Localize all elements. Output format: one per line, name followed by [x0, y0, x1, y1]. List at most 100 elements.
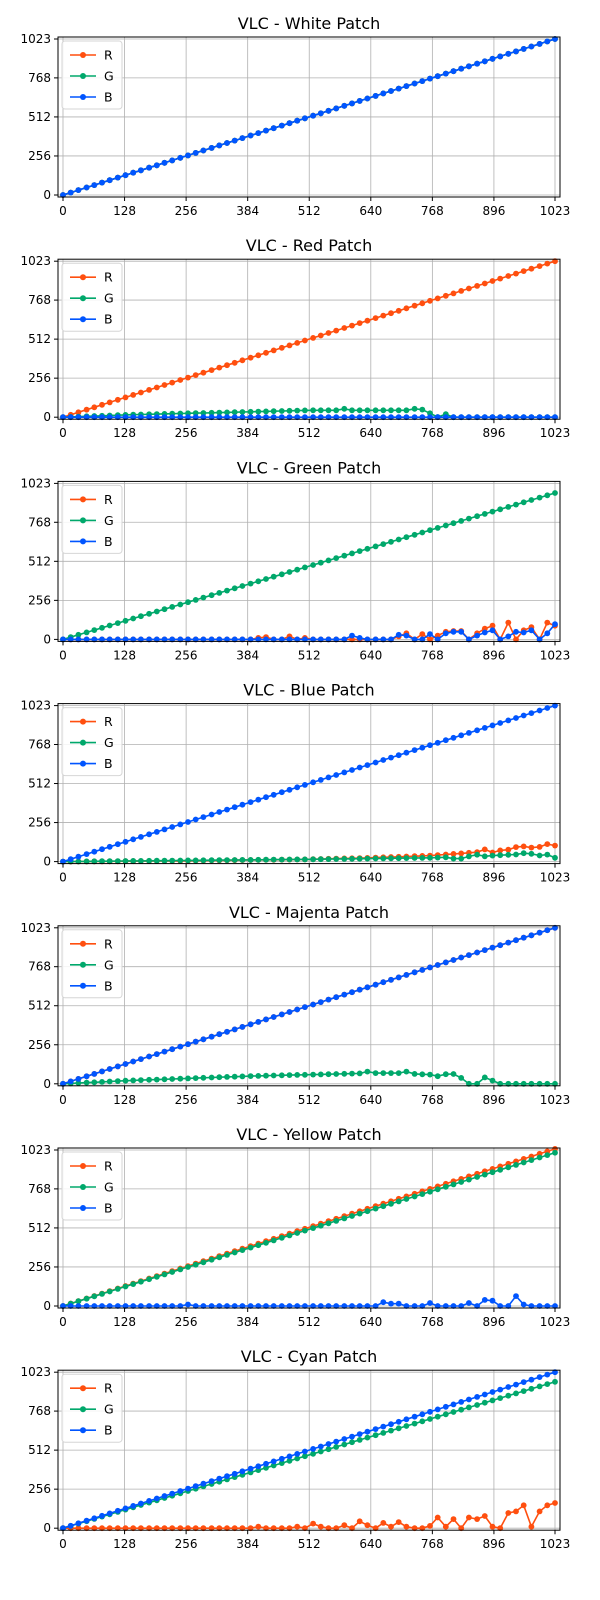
data-point: [536, 1080, 543, 1087]
data-point: [427, 964, 433, 971]
data-point: [450, 1181, 457, 1188]
data-point: [450, 734, 457, 741]
data-point: [489, 852, 496, 859]
x-tick-label: 768: [421, 1315, 444, 1329]
data-point: [130, 636, 137, 643]
data-point: [489, 1523, 496, 1530]
x-tick-label: 640: [359, 426, 382, 440]
data-point: [263, 1016, 269, 1023]
legend-box: [61, 262, 123, 332]
data-point: [380, 1430, 387, 1436]
data-point: [380, 312, 387, 319]
data-point: [192, 1075, 199, 1081]
data-point: [356, 407, 363, 414]
data-point: [372, 1432, 379, 1439]
legend-label-G: G: [104, 291, 114, 306]
data-point: [60, 1080, 66, 1087]
data-point: [208, 414, 215, 421]
data-point: [286, 407, 293, 414]
data-point: [427, 297, 433, 304]
data-point: [192, 1261, 199, 1268]
data-point: [208, 367, 215, 373]
data-point: [497, 1080, 504, 1087]
x-tick-label: 768: [421, 871, 444, 885]
data-point: [364, 855, 371, 862]
data-point: [356, 1437, 363, 1443]
data-point: [528, 850, 535, 857]
data-point: [122, 617, 129, 624]
data-point: [200, 857, 207, 864]
data-point: [466, 1176, 472, 1183]
data-point: [286, 342, 293, 349]
data-point: [114, 636, 121, 643]
data-point: [239, 857, 246, 863]
x-tick-label: 1023: [540, 1315, 571, 1329]
data-point: [552, 924, 558, 931]
legend-marker: [80, 1406, 86, 1413]
data-point: [106, 636, 113, 643]
data-point: [169, 636, 176, 643]
data-point: [364, 1208, 371, 1215]
data-point: [138, 858, 144, 864]
data-point: [434, 1186, 441, 1193]
y-tick-label: 1023: [20, 476, 51, 490]
data-point: [427, 636, 433, 643]
data-point: [388, 855, 394, 862]
data-point: [263, 794, 269, 801]
legend: RGB: [61, 1151, 123, 1221]
data-point: [106, 177, 113, 184]
data-point: [489, 944, 496, 951]
data-point: [349, 1213, 355, 1219]
data-point: [216, 590, 223, 596]
data-point: [130, 1281, 137, 1287]
series-line-R: [63, 1502, 556, 1530]
data-point: [333, 1438, 340, 1445]
y-tick-label: 1023: [20, 254, 51, 268]
data-point: [395, 85, 402, 92]
data-point: [138, 1303, 144, 1309]
data-point: [122, 1303, 129, 1309]
data-point: [67, 856, 74, 863]
data-point: [349, 407, 355, 414]
data-point: [536, 707, 543, 714]
series-line-G: [62, 1070, 555, 1085]
data-point: [114, 1078, 121, 1084]
x-tick-label: 256: [175, 1093, 198, 1107]
data-point: [247, 799, 254, 805]
y-tick-label: 768: [28, 1404, 51, 1418]
data-point: [388, 88, 394, 94]
data-point: [403, 83, 410, 89]
data-point: [91, 182, 98, 189]
data-point: [192, 410, 199, 416]
data-point: [200, 1259, 207, 1266]
data-point: [122, 1525, 129, 1532]
data-point: [83, 858, 90, 865]
data-point: [364, 545, 371, 552]
legend-label-B: B: [104, 534, 113, 549]
data-point: [434, 73, 441, 80]
data-point: [255, 856, 262, 863]
legend: RGB: [61, 929, 123, 999]
data-point: [552, 842, 558, 849]
data-point: [489, 55, 496, 62]
data-point: [513, 414, 519, 421]
data-point: [247, 414, 254, 421]
data-point: [263, 349, 269, 356]
data-point: [224, 140, 230, 146]
data-point: [317, 1523, 324, 1530]
data-point: [216, 1031, 223, 1038]
data-point: [481, 280, 488, 287]
data-point: [380, 757, 387, 763]
data-point: [138, 636, 144, 643]
data-point: [544, 619, 551, 626]
data-point: [505, 414, 512, 421]
data-point: [302, 782, 308, 788]
data-point: [99, 846, 105, 853]
data-point: [427, 1300, 433, 1306]
x-tick-label: 128: [113, 648, 136, 662]
chart-3: VLC - Blue Patch 0 128 256 384 512 640 768 896 10…: [20, 681, 570, 885]
data-point: [349, 1525, 355, 1532]
data-point: [528, 627, 535, 634]
x-tick-label: 1023: [540, 204, 571, 218]
data-point: [75, 858, 82, 865]
